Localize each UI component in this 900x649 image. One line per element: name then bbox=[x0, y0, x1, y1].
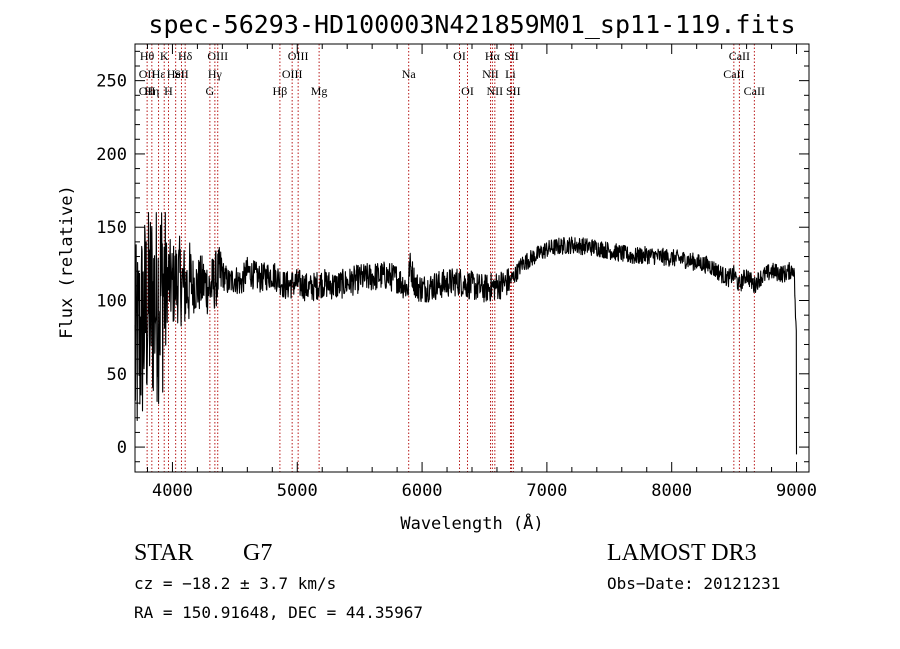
spectral-line-label: G bbox=[206, 84, 215, 98]
y-tick-label: 200 bbox=[96, 145, 127, 165]
spectral-line-label: Hδ bbox=[178, 49, 193, 63]
spectral-line-label: SII bbox=[506, 84, 521, 98]
y-tick-label: 250 bbox=[96, 72, 127, 92]
x-tick-label: 6000 bbox=[402, 481, 443, 501]
spectral-line-label: HeI bbox=[167, 67, 185, 81]
spectral-line-label: SII bbox=[504, 49, 519, 63]
y-tick-label: 100 bbox=[96, 292, 127, 312]
x-axis-label: Wavelength (Å) bbox=[400, 512, 543, 534]
spectral-line-label: SII bbox=[174, 67, 189, 81]
spectral-line-label: Hη bbox=[144, 84, 159, 98]
observation-date: Obs−Date: 20121231 bbox=[607, 574, 781, 593]
spectral-line-labels: HθOIIOIIHηHεKHHeISIIHδGHγOIIIHβOIIIOIIIM… bbox=[139, 49, 765, 98]
spectral-line-label: OII bbox=[139, 84, 156, 98]
y-tick-label: 0 bbox=[117, 438, 127, 458]
spectral-line-label: CaII bbox=[723, 67, 744, 81]
sky-coordinates: RA = 150.91648, DEC = 44.35967 bbox=[134, 603, 423, 622]
spectrum-line bbox=[134, 212, 798, 455]
plot-frame bbox=[134, 43, 810, 473]
spectral-line-label: NII bbox=[487, 84, 504, 98]
spectral-line-label: CaII bbox=[729, 49, 750, 63]
y-tick-label: 150 bbox=[96, 218, 127, 238]
spectral-line-label: Hα bbox=[485, 49, 501, 63]
spectral-line-label: OIII bbox=[282, 67, 303, 81]
x-tick-label: 4000 bbox=[152, 481, 193, 501]
spectral-line-label: OIII bbox=[207, 49, 228, 63]
chart-title: spec-56293-HD100003N421859M01_sp11-119.f… bbox=[148, 10, 795, 39]
spectral-line-label: Hβ bbox=[273, 84, 288, 98]
redshift-velocity: cz = −18.2 ± 3.7 km/s bbox=[134, 574, 337, 593]
spectral-line-label: OIII bbox=[288, 49, 309, 63]
spectral-line-label: Hγ bbox=[208, 67, 223, 81]
spectral-line-label: CaII bbox=[744, 84, 765, 98]
x-tick-label: 8000 bbox=[651, 481, 692, 501]
spectral-line-label: OII bbox=[139, 67, 156, 81]
y-tick-label: 50 bbox=[107, 365, 127, 385]
spectral-line-label: K bbox=[160, 49, 169, 63]
spectral-line-label: Hε bbox=[152, 67, 166, 81]
y-axis: 0 50 100 150 200 250 bbox=[96, 50, 809, 463]
survey-name: LAMOST DR3 bbox=[607, 540, 757, 566]
object-subclass: G7 bbox=[243, 540, 273, 566]
spectral-line-label: Na bbox=[402, 67, 417, 81]
object-class: STAR bbox=[134, 540, 194, 566]
spectral-line-label: Li bbox=[505, 67, 516, 81]
spectral-line-label: H bbox=[164, 84, 173, 98]
spectral-line-label: Mg bbox=[311, 84, 328, 98]
spectral-line-label: OI bbox=[461, 84, 474, 98]
x-tick-label: 7000 bbox=[526, 481, 567, 501]
spectral-line-label: OI bbox=[453, 49, 466, 63]
x-axis: 4000 5000 6000 7000 8000 9000 bbox=[146, 44, 817, 501]
x-tick-label: 5000 bbox=[277, 481, 318, 501]
x-tick-label: 9000 bbox=[776, 481, 817, 501]
y-axis-label: Flux (relative) bbox=[57, 185, 77, 339]
spectral-line-label: NII bbox=[482, 67, 499, 81]
spectral-line-label: Hθ bbox=[140, 49, 155, 63]
